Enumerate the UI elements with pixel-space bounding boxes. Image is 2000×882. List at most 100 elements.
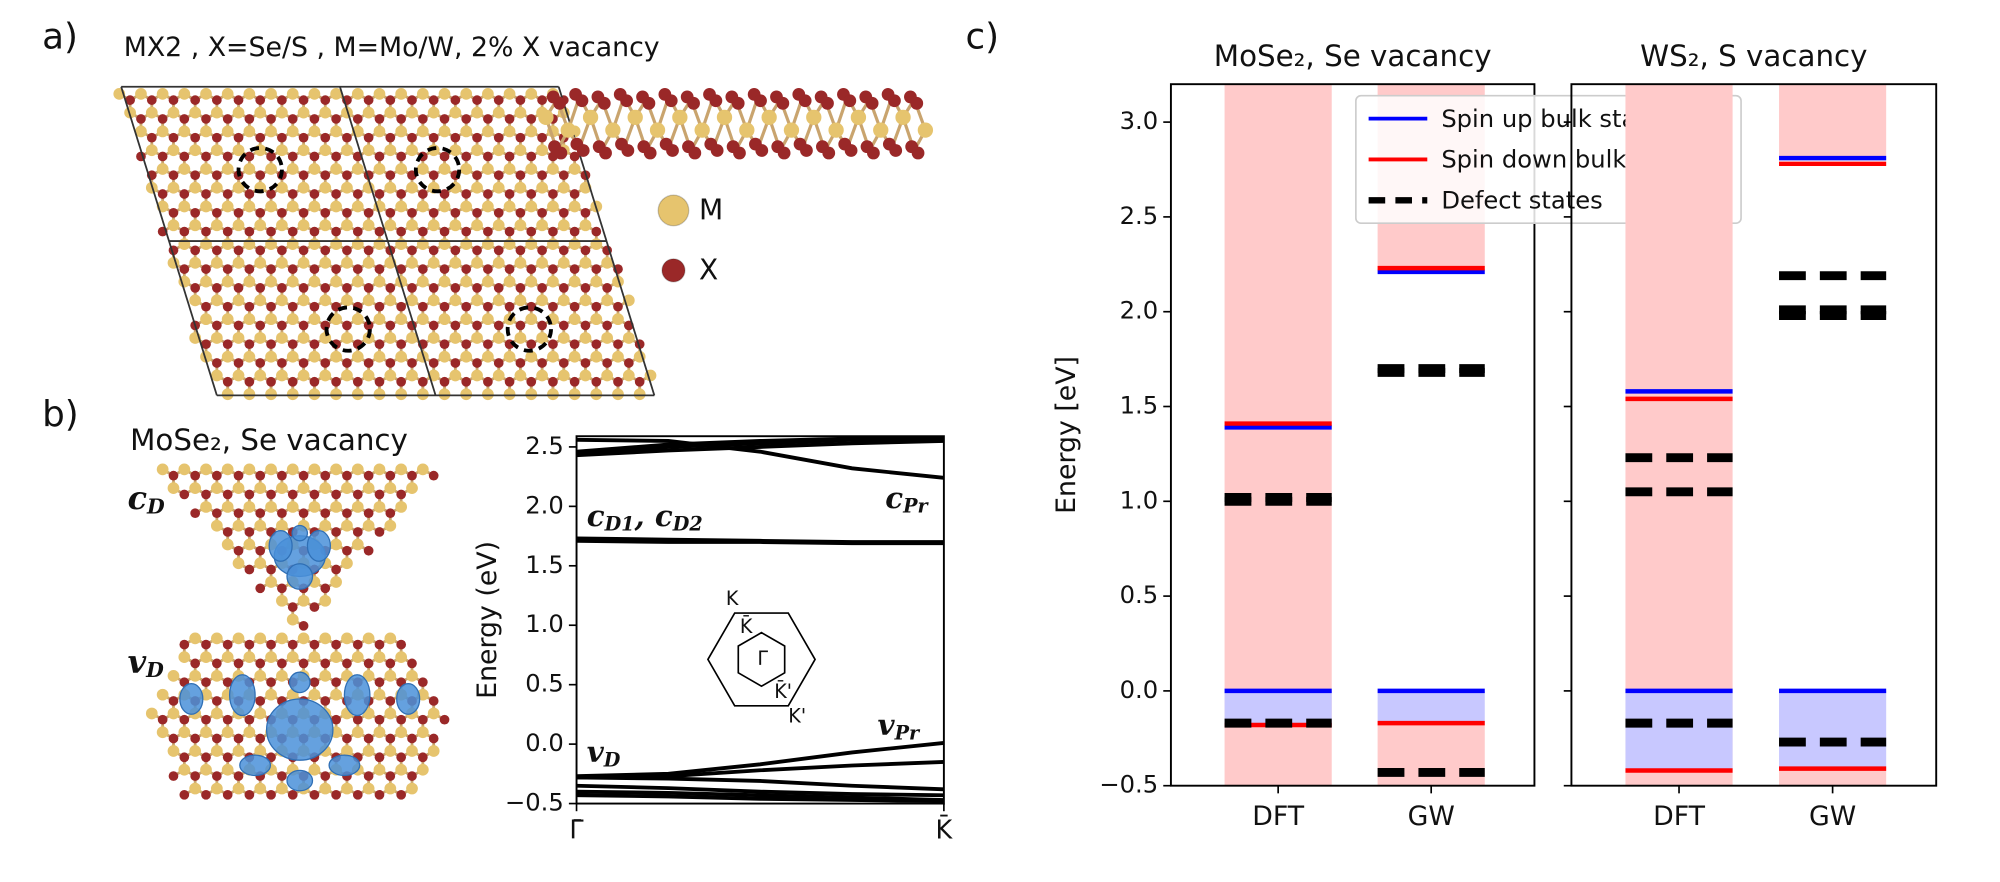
x-atom <box>233 245 244 256</box>
x-atom <box>526 226 537 237</box>
y-tick-label: −0.5 <box>1099 771 1158 799</box>
m-atom <box>547 200 559 213</box>
x-atom <box>461 264 472 274</box>
x-atom <box>233 733 244 744</box>
m-atom <box>351 88 364 100</box>
x-atom <box>374 677 385 688</box>
m-atom <box>482 238 494 250</box>
bz-label: K̄' <box>774 679 792 703</box>
x-atom <box>244 527 255 537</box>
m-atom <box>297 256 310 269</box>
x-atom <box>731 96 745 110</box>
x-atom <box>287 789 298 800</box>
x-atom <box>146 95 157 105</box>
m-atom <box>167 745 180 757</box>
x-atom <box>255 132 266 143</box>
x-atom <box>363 358 374 368</box>
x-atom <box>244 714 255 725</box>
m-atom <box>438 200 451 213</box>
x-atom <box>244 301 255 312</box>
m-atom <box>557 369 570 382</box>
x-atom <box>298 207 309 218</box>
m-atom <box>579 256 592 269</box>
x-atom <box>277 583 287 594</box>
x-atom <box>331 301 341 312</box>
x-atom <box>233 358 244 368</box>
x-atom <box>212 733 222 744</box>
m-atom <box>232 745 245 757</box>
x-atom <box>472 358 482 368</box>
x-atom <box>537 132 547 143</box>
cell-edge <box>339 86 437 396</box>
x-atom <box>396 339 407 350</box>
x-atom <box>363 320 374 331</box>
m-atom <box>254 519 267 532</box>
x-atom <box>179 789 190 800</box>
m-atom <box>351 313 364 326</box>
m-atom <box>232 144 245 157</box>
legend-label: X <box>699 254 718 287</box>
x-atom <box>407 207 417 218</box>
m-atom <box>210 482 223 495</box>
m-atom <box>286 238 299 250</box>
x-atom <box>798 94 812 108</box>
m-atom <box>243 538 256 551</box>
m-atom <box>330 200 342 213</box>
m-atom <box>200 501 212 513</box>
x-atom <box>472 320 482 331</box>
x-atom <box>190 508 201 519</box>
m-atom <box>221 200 234 213</box>
x-atom <box>865 96 879 110</box>
isosurface <box>286 769 314 792</box>
m-atom <box>265 238 277 250</box>
x-atom <box>212 245 222 256</box>
x-atom <box>298 620 309 631</box>
x-atom <box>168 170 179 181</box>
x-atom <box>309 226 320 237</box>
m-atom <box>416 200 429 213</box>
y-tick-label: 1.5 <box>1120 392 1159 420</box>
m-atom <box>471 294 483 307</box>
m-atom <box>189 106 202 119</box>
m-atom <box>308 350 321 363</box>
x-atom <box>244 639 255 650</box>
x-atom <box>190 132 201 143</box>
m-atom <box>276 106 288 119</box>
x-atom <box>710 144 724 157</box>
m-atom <box>449 219 462 232</box>
m-atom <box>395 763 408 776</box>
m-atom <box>384 745 397 757</box>
m-atom <box>503 350 516 363</box>
m-atom <box>536 144 548 157</box>
m-atom <box>276 219 288 232</box>
m-atom <box>438 125 451 138</box>
m-atom <box>525 350 538 363</box>
m-atom <box>243 88 256 100</box>
x-atom <box>331 376 341 387</box>
m-atom <box>362 369 375 382</box>
x-atom <box>320 508 331 519</box>
x-atom <box>352 714 363 725</box>
x-atom <box>504 376 515 387</box>
m-atom <box>568 275 581 288</box>
y-tick-label: 2.0 <box>1120 297 1159 325</box>
m-atom <box>167 670 180 682</box>
m-atom <box>341 745 353 757</box>
panel-b-title: MoSe₂, Se vacancy <box>130 423 408 457</box>
x-atom <box>244 264 255 274</box>
x-atom <box>396 189 407 199</box>
m-atom <box>503 388 516 401</box>
x-atom <box>537 358 547 368</box>
m-atom <box>200 125 212 138</box>
x-atom <box>363 508 374 519</box>
x-tick-label: DFT <box>1653 801 1706 832</box>
band <box>576 789 944 802</box>
x-atom <box>569 151 580 162</box>
x-atom <box>255 358 266 368</box>
x-atom <box>439 114 450 124</box>
band-region <box>1224 84 1332 786</box>
m-atom <box>210 106 223 119</box>
isosurface <box>396 683 421 715</box>
m-atom <box>254 632 267 645</box>
x-atom <box>493 95 504 105</box>
